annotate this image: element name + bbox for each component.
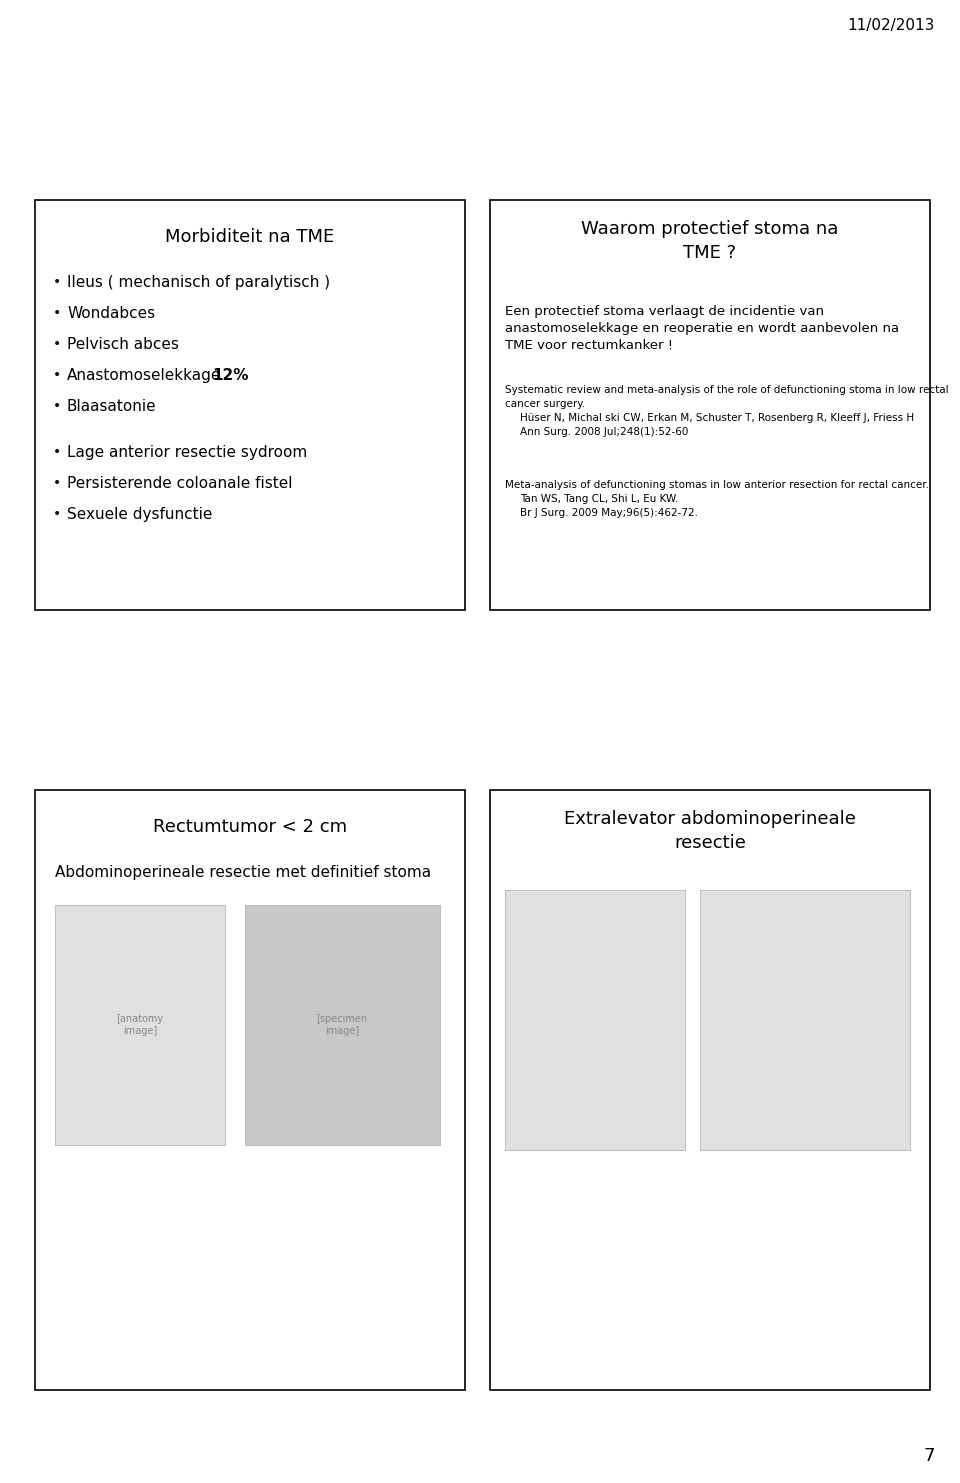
Text: •: •: [53, 476, 61, 489]
Bar: [35, 200, 465, 610]
Text: Morbiditeit na TME: Morbiditeit na TME: [165, 228, 335, 246]
Text: 7: 7: [924, 1447, 935, 1465]
Text: 12%: 12%: [212, 368, 249, 383]
Text: Tan WS, Tang CL, Shi L, Eu KW.: Tan WS, Tang CL, Shi L, Eu KW.: [520, 494, 679, 504]
Text: Hüser N, Michal ski CW, Erkan M, Schuster T, Rosenberg R, Kleeff J, Friess H: Hüser N, Michal ski CW, Erkan M, Schuste…: [520, 412, 914, 423]
Text: Ann Surg. 2008 Jul;248(1):52-60: Ann Surg. 2008 Jul;248(1):52-60: [520, 427, 688, 437]
Text: •: •: [53, 305, 61, 320]
Text: Een protectief stoma verlaagt de incidentie van
anastomoselekkage en reoperatie : Een protectief stoma verlaagt de inciden…: [505, 305, 900, 351]
Text: •: •: [53, 368, 61, 383]
Text: Extralevator abdominoperineale
resectie: Extralevator abdominoperineale resectie: [564, 810, 856, 851]
Text: 11/02/2013: 11/02/2013: [848, 18, 935, 33]
Text: Abdominoperineale resectie met definitief stoma: Abdominoperineale resectie met definitie…: [55, 865, 431, 879]
Bar: [505, 890, 685, 1149]
Bar: [490, 790, 930, 1390]
Text: [anatomy
image]: [anatomy image]: [116, 1014, 163, 1035]
Text: cancer surgery.: cancer surgery.: [505, 399, 586, 409]
Bar: [490, 200, 930, 610]
Text: Ileus ( mechanisch of paralytisch ): Ileus ( mechanisch of paralytisch ): [67, 274, 330, 291]
Text: Systematic review and meta-analysis of the role of defunctioning stoma in low re: Systematic review and meta-analysis of t…: [505, 386, 948, 394]
Bar: [245, 905, 440, 1145]
Bar: [35, 790, 465, 1390]
Text: Anastomoselekkage: Anastomoselekkage: [67, 368, 222, 383]
Text: Br J Surg. 2009 May;96(5):462-72.: Br J Surg. 2009 May;96(5):462-72.: [520, 509, 698, 518]
Text: Blaasatonie: Blaasatonie: [67, 399, 156, 414]
Bar: [700, 890, 910, 1149]
Text: Meta-analysis of defunctioning stomas in low anterior resection for rectal cance: Meta-analysis of defunctioning stomas in…: [505, 480, 929, 489]
Text: Wondabces: Wondabces: [67, 305, 156, 320]
Text: Sexuele dysfunctie: Sexuele dysfunctie: [67, 507, 212, 522]
Text: Waarom protectief stoma na
TME ?: Waarom protectief stoma na TME ?: [582, 219, 839, 261]
Text: •: •: [53, 399, 61, 412]
Text: Rectumtumor < 2 cm: Rectumtumor < 2 cm: [153, 819, 348, 836]
Text: Pelvisch abces: Pelvisch abces: [67, 337, 179, 351]
Text: •: •: [53, 507, 61, 521]
Bar: [55, 905, 225, 1145]
Text: •: •: [53, 445, 61, 460]
Text: [specimen
image]: [specimen image]: [317, 1014, 368, 1035]
Text: Lage anterior resectie sydroom: Lage anterior resectie sydroom: [67, 445, 307, 460]
Text: Persisterende coloanale fistel: Persisterende coloanale fistel: [67, 476, 293, 491]
Text: •: •: [53, 337, 61, 351]
Text: •: •: [53, 274, 61, 289]
